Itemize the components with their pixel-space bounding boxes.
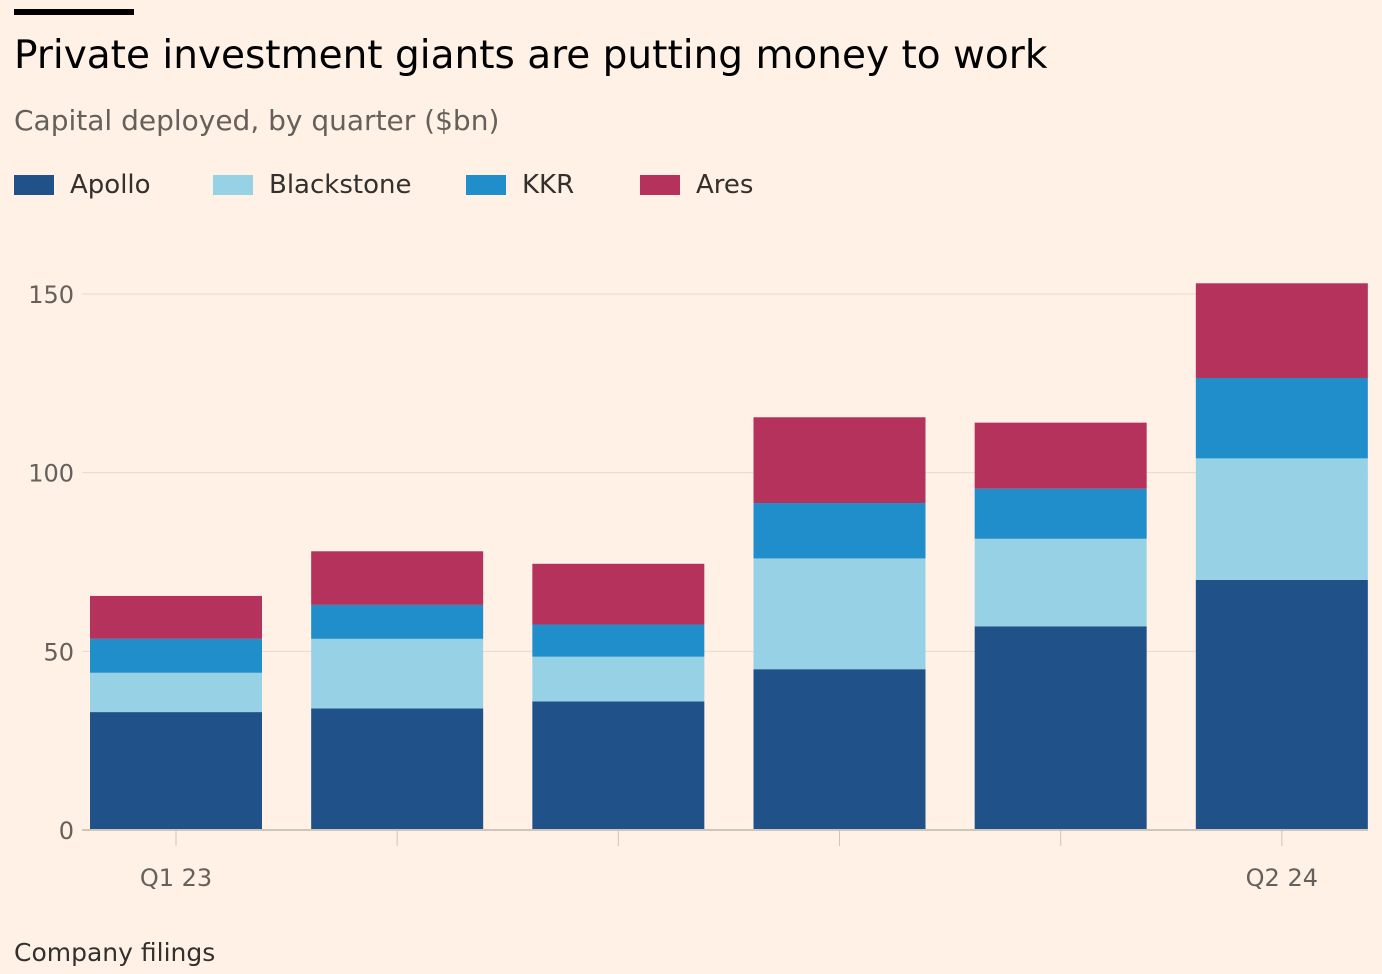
bar-ares-4: [753, 417, 926, 504]
x-tick-label-1: Q1 23: [140, 864, 212, 892]
legend-swatch-apollo: [14, 175, 54, 195]
y-tick-label-100: 100: [28, 460, 74, 488]
bar-apollo-5: [974, 626, 1147, 830]
bar-blackstone-6: [1195, 458, 1368, 580]
bar-blackstone-4: [753, 558, 926, 670]
y-tick-label-150: 150: [28, 281, 74, 309]
legend-label-kkr: KKR: [522, 170, 575, 200]
source-note: Company filings: [14, 938, 216, 967]
y-tick-label-50: 50: [43, 638, 74, 666]
legend-label-apollo: Apollo: [70, 170, 151, 200]
legend-swatch-kkr: [466, 175, 506, 195]
bar-apollo-3: [532, 701, 705, 830]
legend-swatch-blackstone: [213, 175, 253, 195]
bar-ares-2: [311, 551, 484, 605]
bar-kkr-2: [311, 604, 484, 639]
bar-apollo-1: [90, 712, 262, 830]
legend-item-blackstone: Blackstone: [213, 168, 411, 202]
bar-blackstone-3: [532, 656, 705, 702]
legend-item-kkr: KKR: [466, 168, 574, 202]
bar-kkr-4: [753, 503, 926, 559]
bar-kkr-1: [90, 638, 262, 673]
bar-ares-1: [90, 595, 262, 639]
bar-kkr-5: [974, 488, 1147, 539]
legend-item-ares: Ares: [640, 168, 753, 202]
bar-apollo-4: [753, 669, 926, 830]
legend-swatch-ares: [640, 175, 680, 195]
bar-ares-5: [974, 422, 1147, 489]
brand-bar: [14, 9, 134, 15]
legend-label-ares: Ares: [696, 170, 754, 200]
x-tick-label-6: Q2 24: [1246, 864, 1318, 892]
legend-item-apollo: Apollo: [14, 168, 151, 202]
chart-title: Private investment giants are putting mo…: [14, 33, 1048, 78]
y-tick-label-0: 0: [59, 817, 74, 845]
chart-subtitle: Capital deployed, by quarter ($bn): [14, 104, 500, 137]
bar-blackstone-2: [311, 638, 484, 709]
legend-label-blackstone: Blackstone: [269, 170, 412, 200]
bar-kkr-3: [532, 624, 705, 657]
bar-ares-6: [1195, 283, 1368, 378]
bar-kkr-6: [1195, 377, 1368, 459]
bar-apollo-6: [1195, 579, 1368, 830]
bar-blackstone-5: [974, 538, 1147, 627]
bar-ares-3: [532, 563, 705, 625]
bar-apollo-2: [311, 708, 484, 830]
bar-blackstone-1: [90, 672, 262, 713]
